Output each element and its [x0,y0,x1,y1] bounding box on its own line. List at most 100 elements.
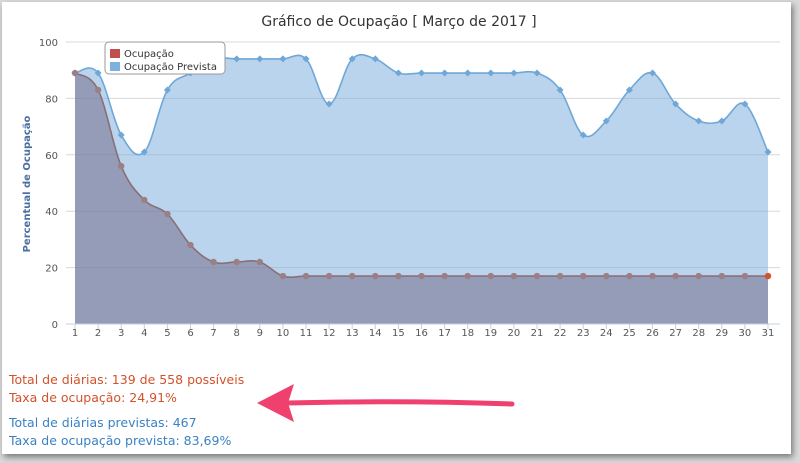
data-point [602,117,610,125]
x-tick-label: 24 [600,328,613,339]
x-tick-label: 2 [95,328,101,339]
x-tick-label: 13 [346,328,359,339]
data-point [510,69,518,77]
data-point [533,69,541,77]
data-point [94,86,102,94]
data-point [163,86,171,94]
x-tick-label: 11 [300,328,313,339]
data-point [764,148,772,156]
data-point [649,69,656,77]
data-point [510,272,518,280]
x-tick-label: 4 [141,328,147,339]
x-tick-label: 16 [415,328,428,339]
series-area [75,54,768,324]
x-tick-label: 29 [715,328,728,339]
data-point [94,69,102,77]
data-point [649,272,656,280]
data-point [302,55,310,63]
data-point [718,117,726,125]
y-tick-label: 100 [39,38,58,49]
x-tick-label: 27 [669,328,682,339]
data-point [556,272,564,280]
chart-panel: Gráfico de Ocupação [ Março de 2017 ] Pe… [2,2,791,454]
data-point [603,272,610,280]
x-tick-label: 8 [234,328,240,339]
data-point [441,272,448,280]
data-point [348,55,356,63]
annotation-arrow [257,384,515,422]
data-point [672,272,679,280]
x-tick-label: 28 [692,328,705,339]
data-point [418,272,425,280]
legend[interactable]: Ocupação Ocupação Prevista [104,41,226,75]
x-tick-label: 20 [508,328,521,339]
data-point [695,117,703,125]
x-tick-label: 25 [623,328,636,339]
data-point [117,131,125,139]
data-point [256,55,264,63]
data-point [718,272,725,280]
x-tick-label: 22 [554,328,567,339]
data-point [764,272,772,280]
data-point [164,210,171,218]
data-point [279,272,287,280]
y-tick-label: 80 [45,94,58,105]
data-point [626,272,633,280]
data-point [579,131,587,139]
data-point [625,86,633,94]
data-point [349,272,356,280]
y-tick-label: 0 [52,320,58,331]
arrow-head [257,384,294,422]
data-point [741,100,749,108]
x-tick-label: 3 [118,328,124,339]
legend-label: Ocupação Prevista [124,62,217,73]
data-point [118,162,125,170]
x-tick-label: 9 [257,328,263,339]
data-point [487,272,494,280]
data-point [464,69,472,77]
data-point [672,100,680,108]
data-point [233,258,240,266]
data-point [372,272,379,280]
x-tick-label: 17 [438,328,451,339]
legend-label: Ocupação [124,49,174,60]
x-tick-label: 12 [323,328,336,339]
data-point [395,272,402,280]
y-tick-label: 20 [45,264,58,275]
data-point [279,55,287,63]
data-point [394,69,402,77]
x-tick-label: 19 [484,328,497,339]
series-areas [74,53,769,325]
total-diarias-text: Total de diárias: 139 de 558 possíveis [9,372,245,387]
series-points [71,55,772,280]
data-point [533,272,541,280]
axes: 1 2 3 4 5 6 7 8 9 10 11 12 13 14 15 16 17 18 19 20 21 22 23 24 2… [66,323,780,339]
occupancy-chart: Gráfico de Ocupação [ Março de 2017 ] Pe… [22,14,780,422]
x-tick-label: 5 [164,328,170,339]
y-axis-label: Percentual de Ocupação [22,115,33,252]
total-previstas-text: Total de diárias previstas: 467 [9,415,197,430]
x-tick-label: 14 [369,328,382,339]
data-point [556,86,564,94]
taxa-prevista-text: Taxa de ocupação prevista: 83,69% [9,433,232,448]
arrow-shaft [284,399,515,407]
data-point [210,258,217,266]
data-point [325,272,333,280]
x-tick-label: 1 [72,328,78,339]
data-point [187,241,194,249]
data-point [141,196,148,204]
data-point [302,272,310,280]
data-point [371,55,379,63]
x-tick-label: 26 [646,328,659,339]
data-point [741,272,749,280]
y-tick-label: 60 [45,151,58,162]
data-point [580,272,587,280]
x-tick-label: 18 [461,328,474,339]
x-tick-label: 31 [762,328,775,339]
legend-swatch [110,62,120,71]
data-point [418,69,425,77]
data-point [325,100,333,108]
legend-swatch [110,49,120,58]
x-tick-label: 7 [210,328,216,339]
x-tick-label: 30 [739,328,752,339]
